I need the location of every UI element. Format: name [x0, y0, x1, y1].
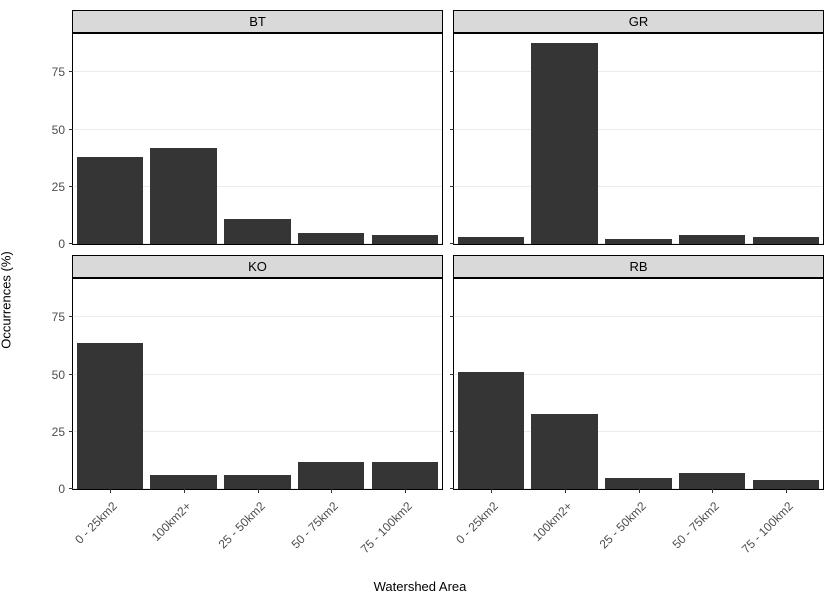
- x-tick-label: 100km2+: [530, 499, 575, 544]
- y-tick-mark: [69, 488, 73, 489]
- x-tick-label: 25 - 50km2: [596, 499, 648, 551]
- bar: [77, 343, 143, 489]
- y-tick-mark: [450, 488, 454, 489]
- panel-bt: BT02550750 - 25km2100km2+25 - 50km250 - …: [72, 10, 443, 245]
- bar: [605, 239, 671, 244]
- x-tick-mark: [565, 489, 566, 493]
- y-tick-mark: [450, 243, 454, 244]
- panel-strip: KO: [72, 255, 443, 278]
- bar: [679, 473, 745, 489]
- x-tick-mark: [786, 489, 787, 493]
- bar: [77, 157, 143, 244]
- plot-area: 02550750 - 25km2100km2+25 - 50km250 - 75…: [453, 33, 824, 245]
- x-tick-mark: [491, 489, 492, 493]
- y-tick-mark: [69, 316, 73, 317]
- plot: 02550750 - 25km2100km2+25 - 50km250 - 75…: [453, 33, 824, 245]
- panel-strip: RB: [453, 255, 824, 278]
- plot-area: 02550750 - 25km2100km2+25 - 50km250 - 75…: [453, 278, 824, 490]
- y-tick-label: 25: [52, 425, 65, 439]
- y-tick-label: 75: [52, 310, 65, 324]
- x-tick-mark: [331, 489, 332, 493]
- panel-strip: BT: [72, 10, 443, 33]
- x-tick-label: 50 - 75km2: [289, 499, 341, 551]
- facet-bar-chart: Occurrences (%) Watershed Area BT0255075…: [0, 0, 840, 600]
- y-tick-mark: [450, 374, 454, 375]
- x-tick-mark: [110, 489, 111, 493]
- x-axis-title: Watershed Area: [374, 579, 467, 594]
- x-tick-label: 75 - 100km2: [739, 499, 796, 556]
- y-tick-label: 50: [52, 368, 65, 382]
- panels-grid: BT02550750 - 25km2100km2+25 - 50km250 - …: [72, 10, 824, 490]
- x-tick-mark: [712, 489, 713, 493]
- y-tick-mark: [450, 186, 454, 187]
- x-tick-label: 25 - 50km2: [215, 499, 267, 551]
- y-tick-mark: [69, 431, 73, 432]
- gridline: [454, 71, 823, 72]
- x-tick-mark: [184, 489, 185, 493]
- x-tick-label: 100km2+: [149, 499, 194, 544]
- bar: [224, 475, 290, 489]
- y-tick-label: 75: [52, 65, 65, 79]
- bar: [150, 148, 216, 244]
- y-tick-mark: [69, 129, 73, 130]
- y-tick-mark: [69, 186, 73, 187]
- x-tick-mark: [258, 489, 259, 493]
- y-tick-mark: [450, 129, 454, 130]
- bar: [372, 462, 438, 489]
- y-tick-mark: [69, 374, 73, 375]
- y-tick-mark: [69, 243, 73, 244]
- y-tick-mark: [450, 431, 454, 432]
- x-tick-label: 0 - 25km2: [453, 499, 501, 547]
- bar: [458, 237, 524, 244]
- plot: 02550750 - 25km2100km2+25 - 50km250 - 75…: [453, 278, 824, 490]
- y-tick-label: 50: [52, 123, 65, 137]
- bar: [372, 235, 438, 244]
- bar: [753, 237, 819, 244]
- y-axis-title: Occurrences (%): [0, 251, 14, 349]
- gridline: [73, 129, 442, 130]
- bar: [753, 480, 819, 489]
- bar: [531, 43, 597, 244]
- y-tick-mark: [69, 71, 73, 72]
- x-tick-label: 0 - 25km2: [72, 499, 120, 547]
- plot: 02550750 - 25km2100km2+25 - 50km250 - 75…: [72, 33, 443, 245]
- bar: [458, 372, 524, 489]
- y-tick-label: 25: [52, 180, 65, 194]
- gridline: [73, 71, 442, 72]
- bar: [679, 235, 745, 244]
- bar: [605, 478, 671, 489]
- y-tick-label: 0: [58, 482, 65, 496]
- panel-strip: GR: [453, 10, 824, 33]
- y-tick-mark: [450, 71, 454, 72]
- plot-area: 02550750 - 25km2100km2+25 - 50km250 - 75…: [72, 278, 443, 490]
- panel-ko: KO02550750 - 25km2100km2+25 - 50km250 - …: [72, 255, 443, 490]
- bar: [298, 233, 364, 244]
- x-tick-label: 75 - 100km2: [358, 499, 415, 556]
- bar: [298, 462, 364, 489]
- bar: [150, 475, 216, 489]
- panel-gr: GR02550750 - 25km2100km2+25 - 50km250 - …: [453, 10, 824, 245]
- panel-rb: RB02550750 - 25km2100km2+25 - 50km250 - …: [453, 255, 824, 490]
- x-tick-mark: [639, 489, 640, 493]
- plot: 02550750 - 25km2100km2+25 - 50km250 - 75…: [72, 278, 443, 490]
- gridline: [454, 186, 823, 187]
- y-tick-mark: [450, 316, 454, 317]
- bar: [224, 219, 290, 244]
- plot-area: 02550750 - 25km2100km2+25 - 50km250 - 75…: [72, 33, 443, 245]
- x-tick-mark: [405, 489, 406, 493]
- y-tick-label: 0: [58, 237, 65, 251]
- gridline: [454, 129, 823, 130]
- gridline: [454, 316, 823, 317]
- gridline: [73, 316, 442, 317]
- x-tick-label: 50 - 75km2: [670, 499, 722, 551]
- bar: [531, 414, 597, 489]
